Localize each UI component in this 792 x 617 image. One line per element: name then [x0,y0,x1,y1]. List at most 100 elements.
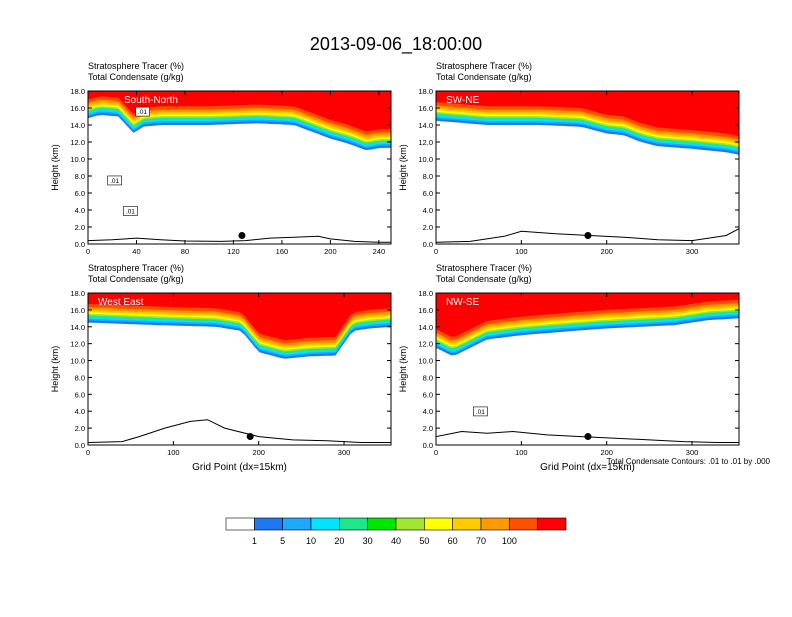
y-tick-label: 4.0 [423,206,433,215]
tracer-field [88,293,391,445]
y-tick-label: 6.0 [75,189,85,198]
y-axis-label: Height (km) [398,346,408,393]
y-tick-label: 12.0 [70,138,85,147]
x-tick-label: 240 [373,247,386,256]
y-tick-label: 0.0 [75,240,85,249]
y-tick-label: 16.0 [418,306,433,315]
contour-label: .01 [476,409,485,416]
colorbar: 1 5 10 20 30 40 50 60 70 100 [225,517,567,546]
y-tick-label: 2.0 [75,424,85,433]
terrain-line [88,419,391,443]
y-tick-label: 14.0 [418,121,433,130]
x-tick-label: 160 [276,247,289,256]
y-tick-label: 14.0 [70,121,85,130]
location-marker [584,433,592,441]
contour-note: Total Condensate Contours: .01 to .01 by… [607,457,771,466]
contour-label-box [135,106,150,117]
tracer-field [88,91,391,244]
x-tick-label: 300 [686,448,699,457]
panel-label: SW-NE [446,95,479,106]
panels: 0.0 2.0 4.0 6.0 8.0 10.0 12.0 14.0 16.0 18.0 0 40 80… [50,61,740,473]
colorbar-cell-9 [480,517,510,531]
plot-frame [87,292,392,446]
figure-title: 2013-09-06_18:00:00 [310,34,482,55]
colorbar-cell-10 [509,517,538,531]
colorbar-cell-11 [537,517,567,531]
plot-frame [87,90,392,245]
y-tick-label: 6.0 [75,390,85,399]
colorbar-label: 20 [334,536,344,546]
y-tick-label: 2.0 [423,223,433,232]
y-tick-label: 6.0 [423,390,433,399]
contour-label: .01 [138,109,147,116]
colorbar-label: 10 [306,536,316,546]
y-tick-label: 0.0 [423,441,433,450]
colorbar-label: 100 [502,536,517,546]
x-tick-label: 40 [132,247,140,256]
x-tick-label: 200 [600,247,613,256]
x-tick-label: 0 [434,448,438,457]
colorbar-cell-6 [395,517,425,531]
tracer-field [436,91,739,244]
y-tick-label: 14.0 [418,323,433,332]
x-tick-label: 200 [600,448,613,457]
panel-header-condensate: Total Condensate (g/kg) [88,274,184,284]
y-tick-label: 10.0 [418,155,433,164]
colorbar-cell-4 [339,517,368,531]
y-tick-label: 10.0 [70,357,85,366]
y-tick-label: 4.0 [75,407,85,416]
panel-header-tracer: Stratosphere Tracer (%) [88,263,184,273]
y-tick-label: 14.0 [70,323,85,332]
colorbar-label: 60 [448,536,458,546]
y-tick-label: 4.0 [75,206,85,215]
location-marker [238,232,246,239]
contour-label: .01 [110,178,119,185]
panel-1: 0.0 2.0 4.0 6.0 8.0 10.0 12.0 14.0 16.0 18.0 0 100 2… [398,61,740,256]
plot-frame [435,292,740,446]
colorbar-label: 1 [252,536,257,546]
tracer-band-9 [436,293,739,337]
contour-label-box [107,175,122,186]
y-tick-label: 12.0 [418,138,433,147]
y-axis-label: Height (km) [50,144,60,191]
plot-frame [435,90,740,245]
location-marker [246,433,254,441]
panel-header-condensate: Total Condensate (g/kg) [436,274,532,284]
x-tick-label: 0 [86,448,90,457]
panel-label: NW-SE [446,297,479,308]
colorbar-label: 40 [391,536,401,546]
y-tick-label: 8.0 [75,172,85,181]
colorbar-cell-0 [225,517,255,531]
y-tick-label: 8.0 [75,373,85,382]
y-tick-label: 8.0 [423,172,433,181]
x-tick-label: 80 [181,247,189,256]
y-tick-label: 0.0 [75,441,85,450]
panel-header-condensate: Total Condensate (g/kg) [436,72,532,82]
x-axis-label: Grid Point (dx=15km) [192,462,287,473]
y-axis-label: Height (km) [398,144,408,191]
y-tick-label: 18.0 [418,87,433,96]
colorbar-cell-1 [254,517,283,531]
x-tick-label: 0 [434,247,438,256]
x-tick-label: 100 [515,448,528,457]
colorbar-label: 30 [363,536,373,546]
colorbar-label: 5 [280,536,285,546]
colorbar-cell-7 [424,517,453,531]
y-tick-label: 16.0 [418,104,433,113]
colorbar-label: 70 [476,536,486,546]
tracer-band-9 [436,91,739,137]
terrain-line [88,235,391,243]
x-tick-label: 300 [338,448,351,457]
y-tick-label: 8.0 [423,373,433,382]
x-tick-label: 100 [515,247,528,256]
y-tick-label: 10.0 [70,155,85,164]
x-tick-label: 200 [324,247,337,256]
contour-label-box [473,406,488,417]
x-tick-label: 0 [86,247,90,256]
colorbar-cell-8 [452,517,482,531]
y-tick-label: 12.0 [70,340,85,349]
y-tick-label: 0.0 [423,240,433,249]
y-tick-label: 18.0 [70,289,85,298]
x-tick-label: 120 [227,247,240,256]
